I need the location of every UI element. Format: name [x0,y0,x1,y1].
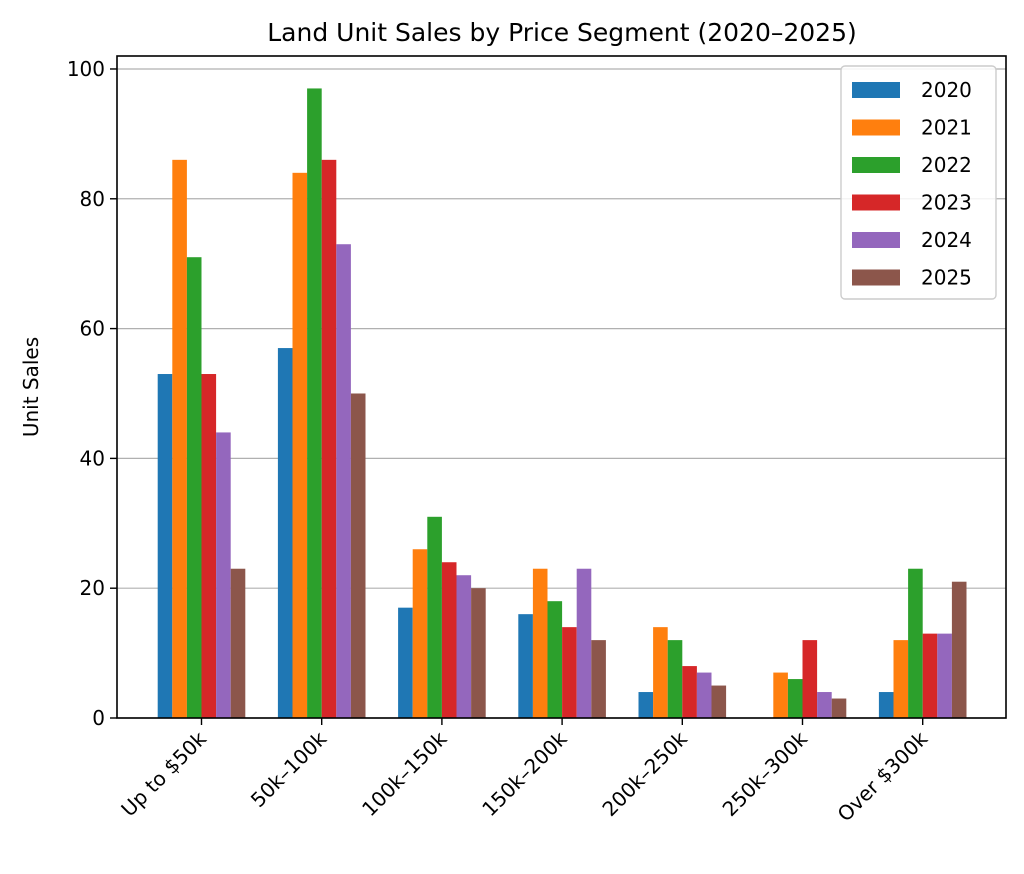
bar-2023-cat-1 [321,159,337,719]
y-tick-label: 0 [92,706,105,730]
legend-swatch-2020[interactable] [852,82,900,98]
bar-2022-cat-3 [547,601,563,718]
bar-2025-cat-4 [711,685,727,718]
legend-label-2025[interactable]: 2025 [921,266,972,290]
legend-swatch-2025[interactable] [852,269,900,286]
bar-2022-cat-6 [908,568,923,718]
x-tick-label: 50k–100k [246,726,332,812]
y-axis-label: Unit Sales [19,337,43,437]
legend-label-2020[interactable]: 2020 [921,78,972,102]
x-tick-label: 150k–200k [477,726,572,821]
y-tick-label: 20 [80,576,105,600]
bar-2025-cat-5 [831,698,847,718]
x-tick-label: 100k–150k [357,726,452,821]
bar-2020-cat-6 [878,692,894,718]
bar-2022-cat-5 [787,679,803,718]
bar-2021-cat-4 [653,627,668,718]
bar-2024-cat-4 [696,672,712,718]
bar-2024-cat-3 [576,568,592,718]
bar-2023-cat-5 [802,640,818,718]
y-axis: 0 20 40 60 80 100 [67,57,117,730]
bar-2023-cat-4 [682,666,697,718]
bar-2021-cat-0 [172,159,187,719]
bar-2024-cat-0 [216,432,231,718]
bar-2021-cat-1 [292,172,308,718]
bar-2020-cat-4 [638,692,654,718]
legend-swatch-2024[interactable] [852,232,900,248]
bar-2024-cat-1 [336,244,351,718]
bar-2020-cat-3 [518,614,533,718]
bar-2025-cat-0 [230,568,246,718]
bar-2022-cat-2 [427,516,442,718]
bar-2022-cat-4 [667,640,683,718]
bar-2020-cat-0 [157,374,173,718]
bar-2022-cat-0 [186,257,202,718]
x-tick-label: 200k–250k [597,726,692,821]
bar-2024-cat-6 [937,633,952,718]
x-axis: Up to $50k 50k–100k 100k–150k 150k–200k 200k… [116,718,933,826]
y-tick-label: 100 [67,57,105,81]
legend-label-2021[interactable]: 2021 [921,116,972,140]
bar-2020-cat-1 [277,348,293,718]
chart-title: Land Unit Sales by Price Segment (2020–2… [267,18,856,47]
bar-2020-cat-2 [398,607,413,718]
x-tick-label: Up to $50k [116,726,211,821]
legend-swatch-2022[interactable] [852,157,900,173]
legend-label-2024[interactable]: 2024 [921,228,972,252]
legend-box [840,65,997,300]
y-tick-label: 40 [80,446,105,470]
bar-2021-cat-5 [773,672,788,718]
bar-2021-cat-6 [893,640,909,718]
bar-2025-cat-1 [350,393,366,718]
bar-2023-cat-6 [922,633,938,718]
bar-2024-cat-2 [456,575,472,718]
bar-2021-cat-2 [412,549,428,718]
legend-label-2022[interactable]: 2022 [921,153,972,177]
bar-2025-cat-2 [471,588,486,718]
bar-2025-cat-6 [951,581,967,718]
bar-2023-cat-2 [441,562,457,718]
x-tick-label: Over $300k [833,726,933,826]
legend-swatch-2023[interactable] [852,194,900,211]
y-tick-label: 60 [80,317,105,341]
legend-swatch-2021[interactable] [852,119,900,136]
bar-2023-cat-0 [201,374,217,718]
bar-2021-cat-3 [532,568,548,718]
bars [157,88,967,719]
x-tick-label: 250k–300k [718,726,813,821]
legend[interactable]: 2020 2021 2022 2023 2024 2025 [840,65,997,300]
y-tick-label: 80 [80,187,105,211]
bar-2022-cat-1 [307,88,322,718]
bar-2025-cat-3 [591,640,606,718]
bar-2023-cat-3 [562,627,577,718]
bar-2024-cat-5 [817,692,832,718]
legend-label-2023[interactable]: 2023 [921,191,972,215]
